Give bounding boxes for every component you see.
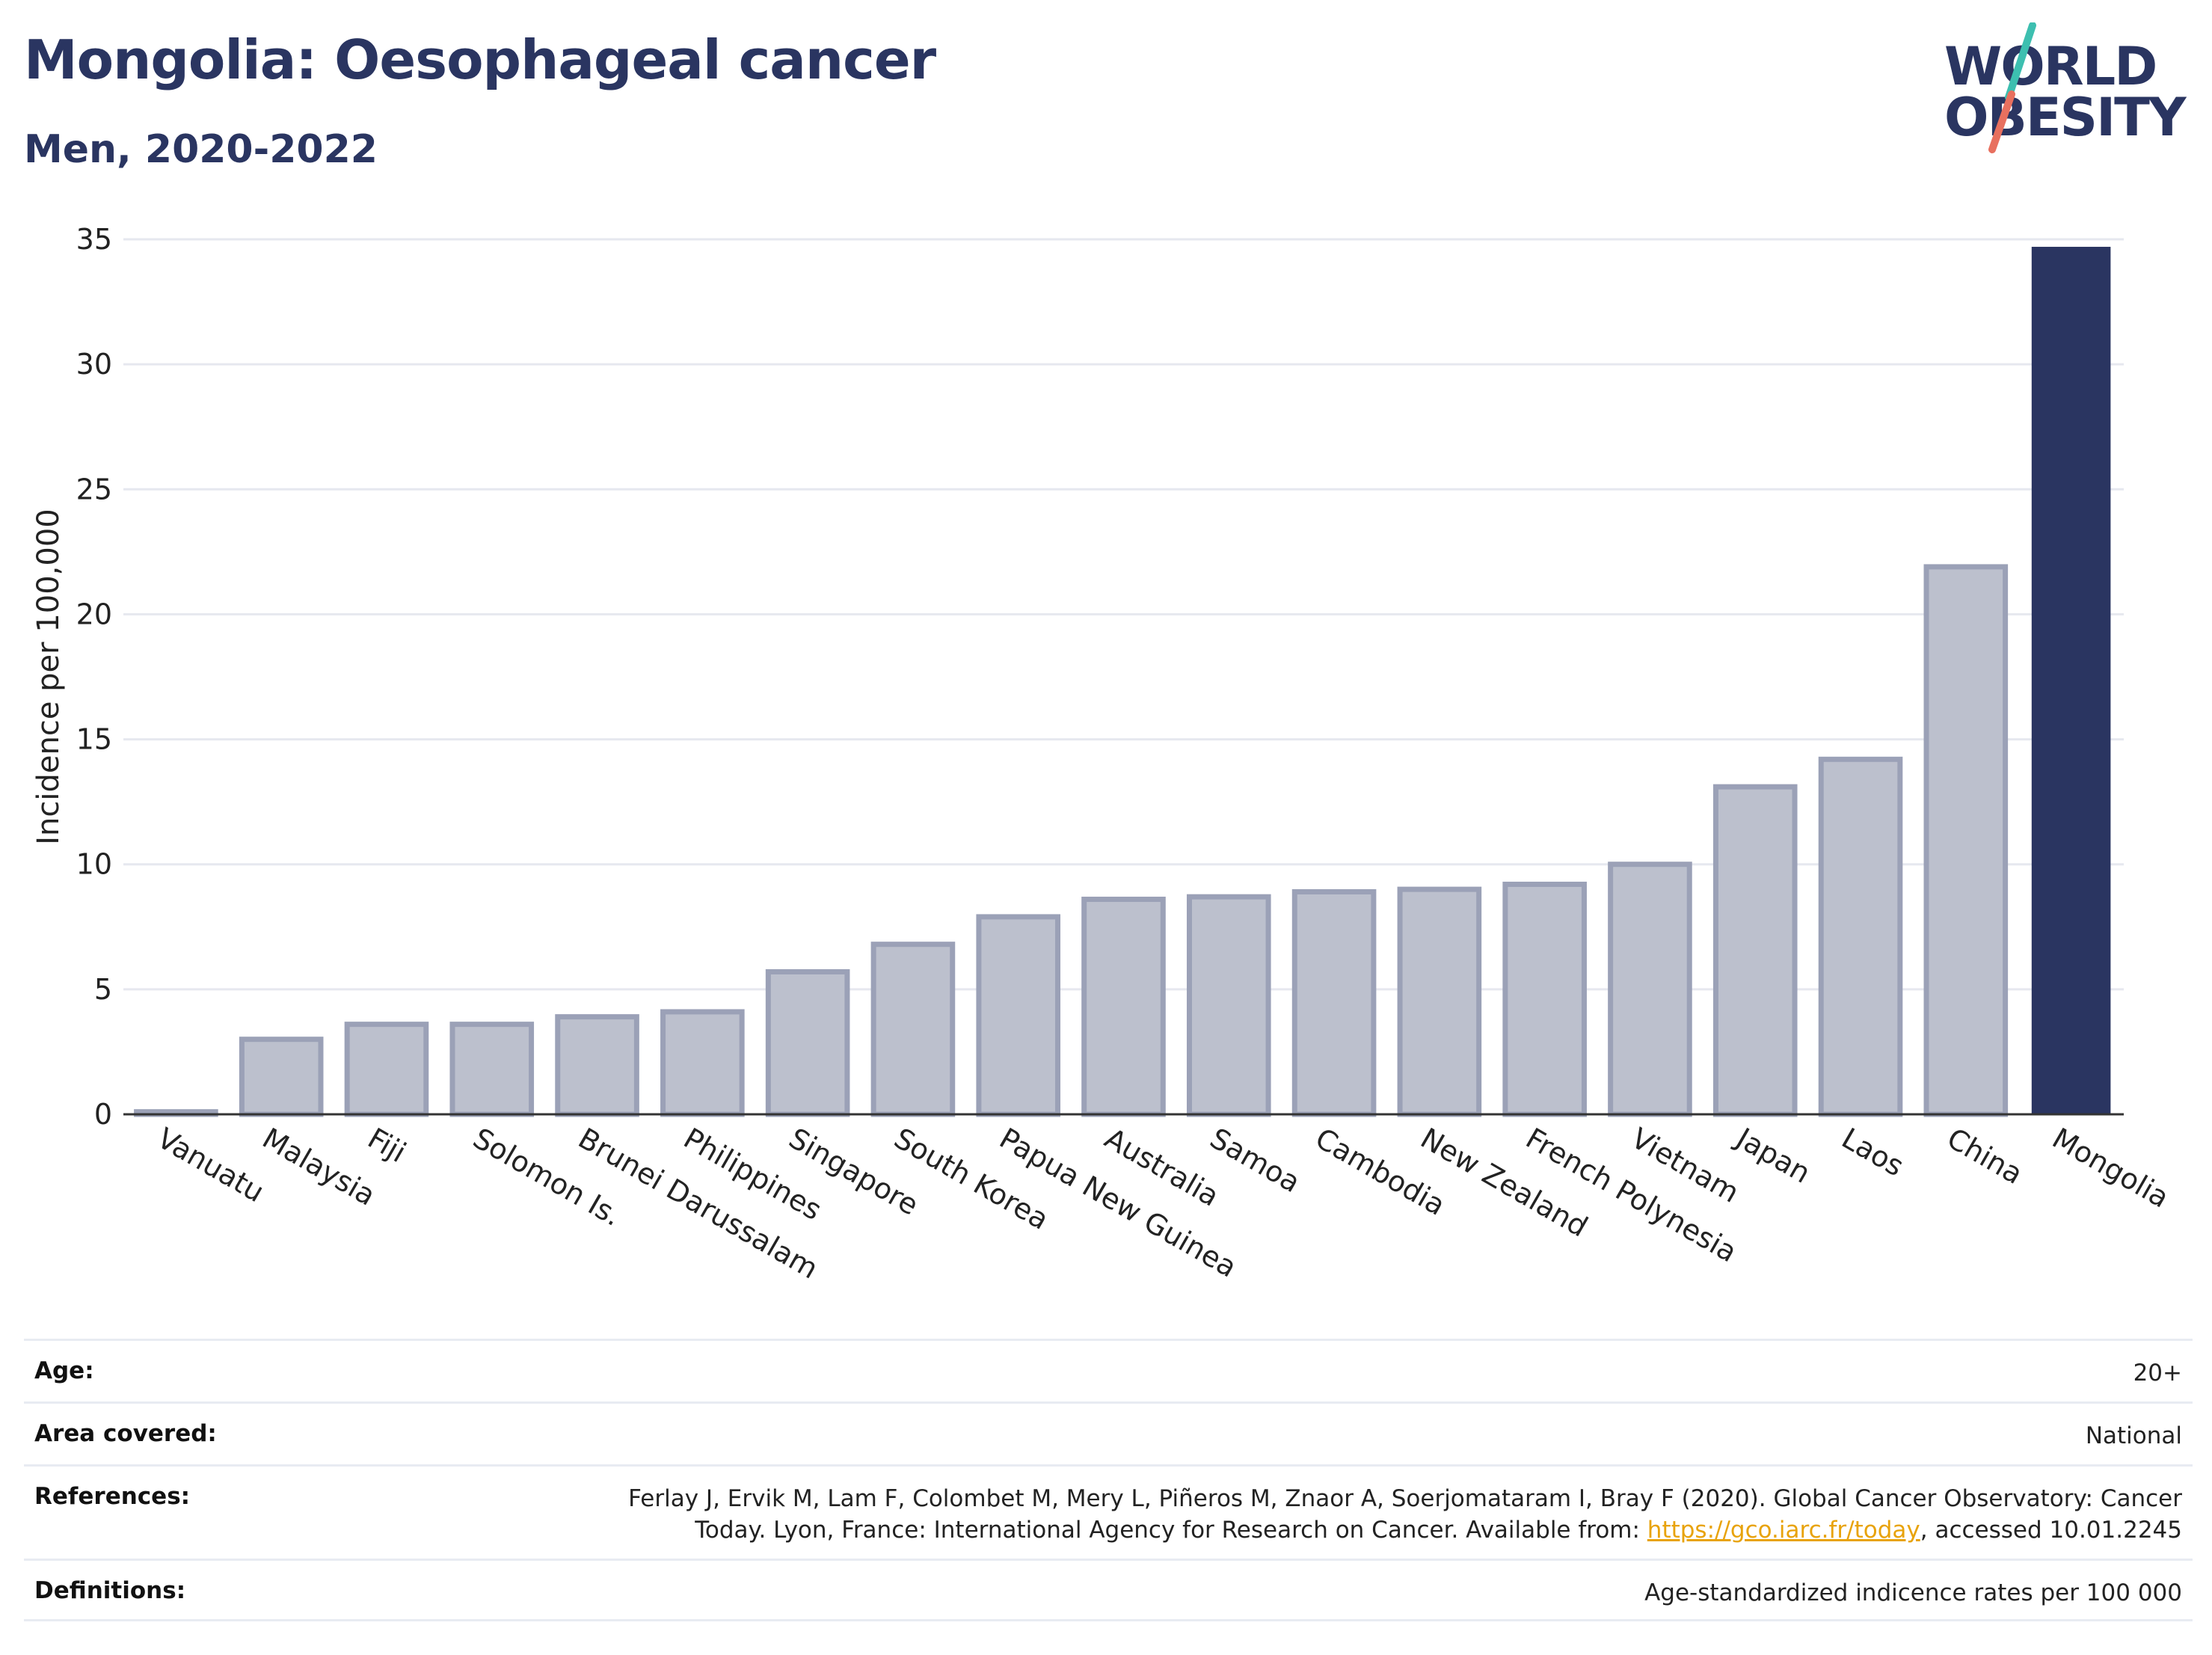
bar-australia bbox=[1081, 897, 1166, 1117]
y-tick-label: 30 bbox=[76, 348, 112, 381]
info-row-definitions: Definitions: Age-standardized indicence … bbox=[24, 1559, 2193, 1621]
references-text-1: Ferlay J, Ervik M, Lam F, Colombet M, Me… bbox=[628, 1485, 2182, 1544]
area-value: National bbox=[2085, 1422, 2182, 1449]
info-row-area: Area covered: National bbox=[24, 1401, 2193, 1464]
x-tick-label: Fiji bbox=[362, 1122, 411, 1169]
references-text-2: , accessed 10.01.2245 bbox=[1920, 1517, 2182, 1544]
bar-papua-new-guinea bbox=[976, 914, 1061, 1117]
info-table: Age: 20+ Area covered: National Referenc… bbox=[24, 1339, 2193, 1621]
bar-french-polynesia bbox=[1502, 881, 1587, 1117]
area-label: Area covered: bbox=[34, 1420, 217, 1447]
bar-south-korea bbox=[870, 942, 956, 1117]
x-tick-label: Vanuatu bbox=[152, 1122, 270, 1209]
info-row-references: References: Ferlay J, Ervik M, Lam F, Co… bbox=[24, 1464, 2193, 1559]
y-axis-label: Incidence per 100,000 bbox=[31, 509, 66, 845]
bar-singapore bbox=[765, 968, 850, 1117]
x-tick-label: China bbox=[1941, 1122, 2028, 1191]
y-tick-label: 0 bbox=[94, 1098, 112, 1131]
x-tick-label: Laos bbox=[1837, 1122, 1910, 1183]
bar-solomon-is bbox=[449, 1022, 535, 1117]
logo-slash-icon bbox=[1988, 22, 2036, 153]
bar-malaysia bbox=[239, 1037, 324, 1117]
bar-mongolia bbox=[2031, 247, 2111, 1114]
references-link[interactable]: https://gco.iarc.fr/today bbox=[1647, 1517, 1920, 1544]
bar-samoa bbox=[1186, 894, 1271, 1117]
grid-lines bbox=[123, 238, 2124, 991]
references-value: Ferlay J, Ervik M, Lam F, Colombet M, Me… bbox=[567, 1483, 2182, 1546]
definitions-value: Age-standardized indicence rates per 100… bbox=[1644, 1579, 2182, 1606]
y-tick-label: 20 bbox=[76, 598, 112, 630]
bar-laos bbox=[1818, 756, 1903, 1117]
x-tick-label: Mongolia bbox=[2047, 1122, 2175, 1215]
bar-vietnam bbox=[1608, 862, 1692, 1117]
chart-subtitle: Men, 2020-2022 bbox=[24, 127, 378, 172]
logo-word-1: WORLD bbox=[1944, 36, 2157, 97]
x-tick-label: Malaysia bbox=[257, 1122, 381, 1212]
bar-philippines bbox=[660, 1009, 745, 1117]
references-label: References: bbox=[34, 1483, 191, 1510]
y-tick-label: 15 bbox=[76, 723, 112, 756]
y-tick-label: 35 bbox=[76, 223, 112, 256]
chart-title: Mongolia: Oesophageal cancer bbox=[24, 28, 936, 91]
definitions-label: Definitions: bbox=[34, 1577, 186, 1604]
bar-cambodia bbox=[1291, 888, 1377, 1117]
age-label: Age: bbox=[34, 1357, 94, 1384]
bar-brunei-darussalam bbox=[555, 1014, 639, 1117]
bars bbox=[134, 247, 2111, 1117]
y-tick-label: 5 bbox=[94, 973, 112, 1006]
y-tick-labels: 0 5 10 15 20 25 30 35 bbox=[76, 223, 112, 1131]
bar-japan bbox=[1712, 784, 1798, 1117]
world-obesity-logo: WORLD OBESITY bbox=[1944, 22, 2199, 157]
age-value: 20+ bbox=[2133, 1360, 2182, 1387]
info-row-age: Age: 20+ bbox=[24, 1339, 2193, 1401]
bar-fiji bbox=[344, 1022, 429, 1117]
logo-word-2: OBESITY bbox=[1944, 87, 2187, 148]
bar-new-zealand bbox=[1397, 886, 1482, 1117]
y-tick-label: 10 bbox=[76, 848, 112, 881]
bar-china bbox=[1923, 564, 2009, 1117]
y-tick-label: 25 bbox=[76, 473, 112, 506]
